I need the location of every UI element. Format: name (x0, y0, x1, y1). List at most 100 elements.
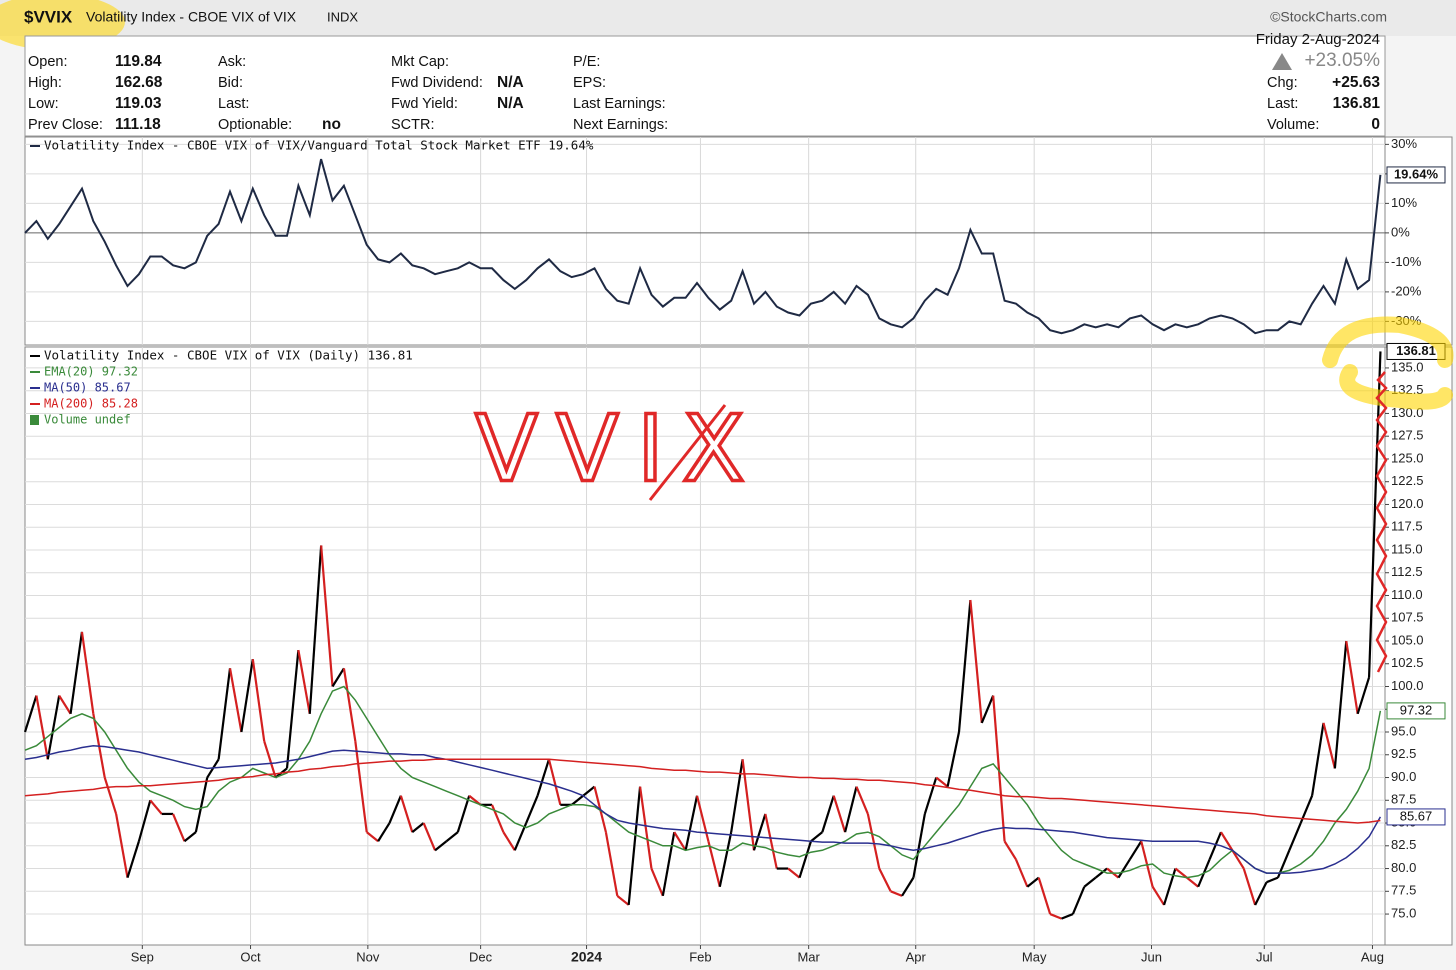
price-segment (58, 695, 72, 715)
price-segment (707, 840, 721, 888)
price-segment (377, 822, 391, 842)
price-segment (695, 795, 710, 842)
price-segment (1311, 722, 1325, 796)
price-segment (1083, 876, 1097, 888)
quote-label: Next Earnings: (573, 117, 668, 133)
price-segment (1174, 867, 1188, 879)
quote-label: Mkt Cap: (391, 54, 449, 70)
price-segment (285, 649, 300, 769)
price-segment (1208, 831, 1222, 860)
y-tick-label: -10% (1391, 254, 1422, 269)
y-tick-label: 125.0 (1391, 450, 1424, 465)
y-tick-label: 110.0 (1391, 587, 1423, 602)
price-segment (251, 659, 266, 742)
price-segment (126, 840, 140, 878)
price-segment (1128, 840, 1143, 861)
quote-date: Friday 2-Aug-2024 (1256, 31, 1380, 48)
series-line (24, 158, 1382, 335)
price-segment (980, 695, 995, 724)
y-tick-label: 30% (1391, 136, 1417, 151)
handwritten-scribble (1375, 371, 1388, 673)
quote-value: no (322, 116, 341, 133)
price-segment (650, 868, 664, 897)
price-segment (604, 831, 619, 897)
quote-label: Prev Close: (28, 117, 103, 133)
price-segment (149, 799, 163, 815)
quote-label: Last: (1267, 96, 1298, 112)
quote-label: Volume: (1267, 117, 1319, 133)
y-tick-label: 112.5 (1391, 564, 1423, 579)
y-tick-label: 0% (1391, 224, 1410, 239)
value-badge-label: 85.67 (1400, 808, 1433, 823)
x-tick-label: Aug (1361, 949, 1384, 964)
quote-label: Fwd Yield: (391, 96, 458, 112)
value-badge (1386, 166, 1446, 184)
value-badge (1386, 702, 1446, 720)
price-segment (730, 759, 744, 833)
quote-label: Chg: (1267, 75, 1298, 91)
x-tick-label: Nov (356, 949, 380, 964)
quote-label: P/E: (573, 54, 600, 70)
price-segment (308, 545, 323, 714)
x-tick-label: Dec (469, 949, 493, 964)
y-tick-label: 82.5 (1391, 837, 1416, 852)
price-segment (434, 840, 448, 852)
price-segment (935, 776, 949, 788)
legend-entry: Volatility Index - CBOE VIX of VIX (Dail… (44, 348, 413, 363)
price-segment (616, 894, 630, 906)
y-tick-label: 95.0 (1391, 723, 1416, 738)
x-tick-label: 2024 (571, 949, 602, 965)
price-segment (388, 795, 402, 824)
quote-label: Low: (28, 96, 59, 112)
price-segment (1333, 640, 1348, 769)
price-segment (878, 868, 892, 892)
price-segment (69, 631, 84, 714)
brand: ©StockCharts.com (1270, 9, 1387, 25)
price-segment (46, 695, 61, 760)
price-segment (366, 831, 379, 843)
price-segment (890, 890, 903, 897)
quote-value: 136.81 (1333, 95, 1381, 112)
x-tick-label: Mar (797, 949, 820, 964)
price-segment (1095, 867, 1108, 879)
price-segment (923, 777, 938, 815)
price-segment (1140, 840, 1154, 888)
price-segment (456, 795, 471, 833)
price-segment (1220, 831, 1234, 851)
series-line (24, 758, 1381, 824)
y-tick-label: 115.0 (1391, 541, 1423, 556)
price-segment (217, 668, 232, 760)
quote-value: N/A (497, 95, 524, 112)
y-tick-label: 77.5 (1391, 883, 1416, 898)
price-segment (1231, 849, 1245, 870)
price-segment (798, 840, 812, 878)
value-badge-label: 19.64% (1394, 166, 1439, 181)
y-tick-label: 87.5 (1391, 792, 1416, 807)
change-percent: +23.05% (1304, 50, 1380, 71)
price-segment (525, 795, 539, 824)
price-segment (194, 777, 209, 833)
price-segment (331, 667, 345, 688)
price-segment (661, 831, 676, 897)
highlight (1322, 316, 1454, 410)
quote-value: 119.03 (115, 95, 162, 112)
quote-label: High: (28, 75, 62, 91)
price-segment (1356, 677, 1371, 715)
quote-label: Optionable: (218, 117, 292, 133)
value-badge-label: 97.32 (1400, 702, 1433, 717)
y-tick-label: 102.5 (1391, 655, 1424, 670)
legend-entry: Volatility Index - CBOE VIX of VIX/Vangu… (44, 138, 594, 153)
price-segment (1242, 868, 1257, 906)
price-segment (342, 668, 357, 742)
price-segment (1322, 722, 1336, 769)
price-segment (354, 740, 368, 833)
price-segment (183, 831, 197, 843)
price-segment (752, 813, 767, 851)
y-tick-label: 127.5 (1391, 428, 1424, 443)
axis-area (1384, 346, 1453, 946)
price-segment (1117, 858, 1131, 879)
price-segment (1026, 876, 1040, 888)
price-segment (627, 786, 642, 906)
quote-value: 111.18 (115, 116, 161, 133)
y-tick-label: 92.5 (1391, 746, 1416, 761)
